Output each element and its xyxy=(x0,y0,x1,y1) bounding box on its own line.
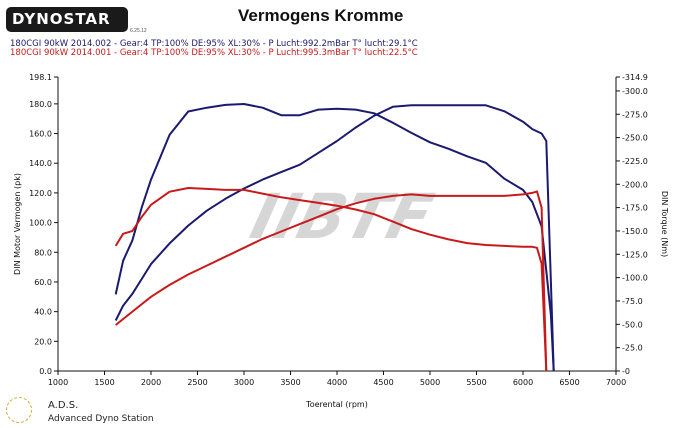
x-tick-label: 4500 xyxy=(373,378,393,387)
watermark-text: IIBTF xyxy=(244,181,440,253)
y-left-tick-label: 60.0 xyxy=(34,278,52,287)
y-right-tick-label: -314.9 xyxy=(622,73,648,82)
run-info-1: 180CGI 90kW 2014.002 - Gear:4 TP:100% DE… xyxy=(10,39,418,49)
y-left-tick-label: 180.0 xyxy=(29,100,52,109)
y-right-tick-label: -0 xyxy=(622,367,630,376)
power-curve-line xyxy=(115,190,548,372)
x-tick-label: 4000 xyxy=(327,378,347,387)
axes xyxy=(54,76,620,375)
y-right-tick-label: -125.0 xyxy=(622,250,648,259)
y-right-tick-label: -100.0 xyxy=(622,274,648,283)
x-tick-label: 2500 xyxy=(187,378,207,387)
chart-title: Vermogens Kromme xyxy=(238,6,404,25)
footer-name: A.D.S. xyxy=(48,400,79,411)
torque-curve-line xyxy=(114,187,548,372)
footer-subtitle: Advanced Dyno Station xyxy=(48,414,154,424)
x-tick-label: 2000 xyxy=(141,378,161,387)
watermark-logo: IIBTF xyxy=(244,181,440,253)
x-tick-label: 6500 xyxy=(559,378,579,387)
y-left-tick-label: 198.1 xyxy=(29,73,52,82)
y-left-tick-label: 20.0 xyxy=(34,337,52,346)
y-right-tick-label: -200.0 xyxy=(622,180,648,189)
x-tick-label: 5500 xyxy=(466,378,486,387)
y-left-tick-label: 0.0 xyxy=(39,367,52,376)
y-left-tick-label: 80.0 xyxy=(34,248,52,257)
run-info-2: 180CGI 90kW 2014.001 - Gear:4 TP:100% DE… xyxy=(10,48,418,58)
y-right-tick-label: -75.0 xyxy=(622,297,643,306)
x-tick-label: 5000 xyxy=(420,378,440,387)
y-right-tick-label: -275.0 xyxy=(622,110,648,119)
series-group xyxy=(114,103,555,372)
x-tick-label: 3500 xyxy=(280,378,300,387)
x-tick-label: 1000 xyxy=(48,378,68,387)
y-right-tick-label: -250.0 xyxy=(622,134,648,143)
y-left-tick-label: 40.0 xyxy=(34,308,52,317)
ads-badge-icon xyxy=(6,397,32,423)
x-tick-label: 3000 xyxy=(234,378,254,387)
y-left-axis-label: DIN Motor Vermogen (pk) xyxy=(13,173,22,275)
y-left-tick-label: 100.0 xyxy=(29,219,52,228)
x-tick-label: 7000 xyxy=(606,378,626,387)
x-axis-label: Toerental (rpm) xyxy=(305,400,368,409)
y-right-tick-label: -225.0 xyxy=(622,157,648,166)
y-right-tick-label: -150.0 xyxy=(622,227,648,236)
power-curve-line xyxy=(114,104,555,372)
y-right-tick-label: -50.0 xyxy=(622,320,643,329)
y-left-tick-label: 160.0 xyxy=(29,130,52,139)
dynostar-logo: DYNOSTAR xyxy=(6,7,128,32)
logo-version: 6.25.12 xyxy=(130,28,147,34)
torque-curve-line xyxy=(114,103,555,372)
tick-labels: 1000 1500 2000 2500 3000 3500 4000 4500 5000 5500… xyxy=(29,73,648,387)
axis-labels: Toerental (rpm) DIN Motor Vermogen (pk) DI… xyxy=(13,173,669,409)
y-right-tick-label: -175.0 xyxy=(622,204,648,213)
y-right-tick-label: -300.0 xyxy=(622,87,648,96)
y-right-axis-label: DIN Torque (Nm) xyxy=(660,191,669,257)
y-right-tick-label: -25.0 xyxy=(622,344,643,353)
y-left-tick-label: 140.0 xyxy=(29,159,52,168)
x-tick-label: 6000 xyxy=(513,378,533,387)
x-tick-label: 1500 xyxy=(94,378,114,387)
y-left-tick-label: 120.0 xyxy=(29,189,52,198)
